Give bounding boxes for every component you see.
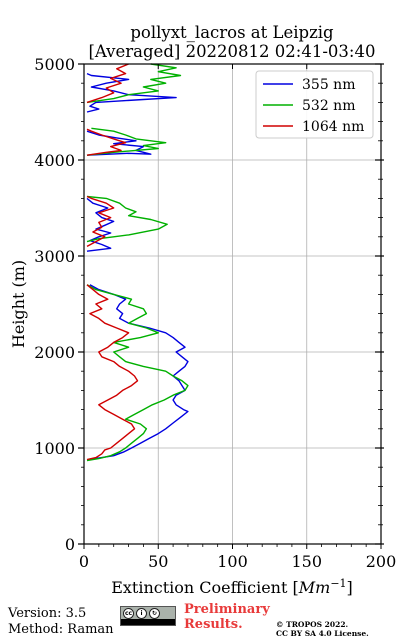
x-tick-label: 0	[79, 552, 89, 571]
series-line-532-nm	[86, 127, 167, 156]
x-tick-label: 100	[217, 552, 248, 571]
x-tick-label: 150	[291, 552, 322, 571]
y-tick-label: 1000	[34, 439, 75, 458]
preliminary-notice: Preliminary Results.	[184, 602, 270, 632]
preliminary-line-2: Results.	[184, 617, 243, 632]
copyright-notice: © TROPOS 2022. CC BY SA 4.0 License.	[276, 620, 369, 638]
copyright-line-1: © TROPOS 2022.	[276, 620, 349, 629]
y-tick-labels: 0 1000 2000 3000 4000 5000	[34, 55, 75, 554]
axis-ticks	[78, 63, 384, 549]
cc-badge-strip	[121, 619, 175, 625]
version-text: Version: 3.5	[8, 606, 87, 621]
x-tick-label: 50	[148, 552, 168, 571]
y-tick-label: 3000	[34, 247, 75, 266]
series-line-532-nm	[86, 284, 189, 462]
legend: 355 nm 532 nm 1064 nm	[255, 70, 374, 139]
plot-lines	[86, 63, 189, 462]
y-tick-label: 4000	[34, 151, 75, 170]
cc-icon: cc	[123, 607, 134, 619]
series-line-532-nm	[86, 195, 168, 243]
copyright-line-2: CC BY SA 4.0 License.	[276, 629, 369, 638]
method-text: Method: Raman	[8, 622, 114, 637]
chart-title: pollyxt_lacros at Leipzig [Averaged] 202…	[89, 23, 376, 61]
y-axis-label: Height (m)	[9, 260, 28, 348]
series-line-1064-nm	[86, 284, 139, 461]
series-line-355-nm	[86, 72, 177, 113]
x-tick-labels: 0 50 100 150 200	[79, 552, 396, 571]
series-line-532-nm	[86, 63, 182, 104]
preliminary-line-1: Preliminary	[184, 602, 270, 617]
series-line-1064-nm	[86, 63, 129, 104]
y-tick-label: 5000	[34, 55, 75, 74]
sa-icon: ↻	[149, 607, 160, 619]
legend-box	[255, 70, 374, 139]
x-axis-label: Extinction Coefficient [Mm−1]	[111, 577, 353, 598]
legend-label: 1064 nm	[302, 119, 364, 135]
by-icon: i	[136, 607, 147, 619]
extinction-profile-chart: pollyxt_lacros at Leipzig [Averaged] 202…	[9, 23, 396, 598]
y-tick-label: 0	[65, 535, 75, 554]
chart-title-line-2: [Averaged] 20220812 02:41-03:40	[89, 42, 376, 61]
series-line-1064-nm	[86, 195, 115, 248]
y-tick-label: 2000	[34, 343, 75, 362]
x-tick-label: 200	[366, 552, 397, 571]
cc-license-badge: cc i ↻	[120, 606, 176, 626]
series-line-355-nm	[88, 284, 189, 461]
series-line-1064-nm	[86, 128, 127, 156]
chart-title-line-1: pollyxt_lacros at Leipzig	[130, 23, 334, 42]
legend-label: 532 nm	[302, 98, 355, 114]
legend-label: 355 nm	[302, 77, 355, 93]
